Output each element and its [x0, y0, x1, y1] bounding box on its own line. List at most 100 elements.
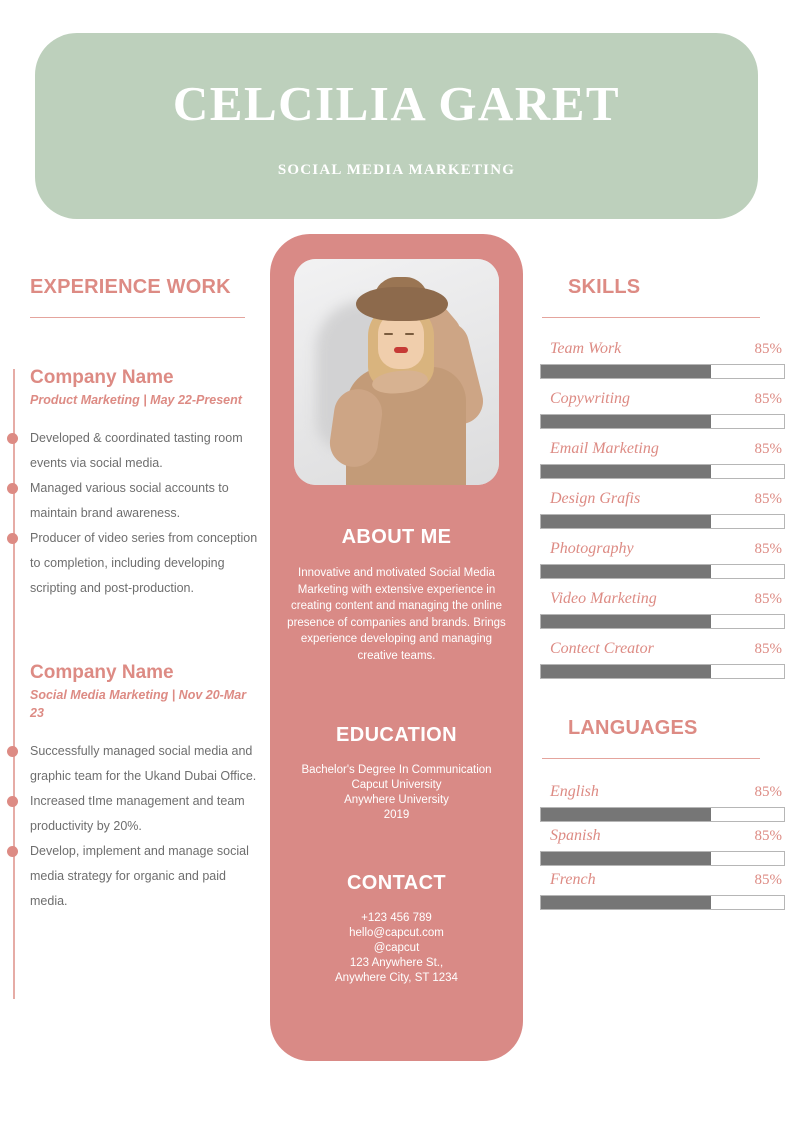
education-line: Capcut University — [351, 779, 442, 791]
bar-header: Design Grafis 85% — [540, 490, 785, 508]
company-name: Company Name — [30, 662, 174, 683]
header-subtitle: SOCIAL MEDIA MARKETING — [277, 162, 516, 178]
skill-item: Email Marketing 85% — [540, 440, 785, 479]
bar-header: Copywriting 85% — [540, 390, 785, 408]
timeline-dot-icon — [7, 533, 18, 544]
experience-list: Company Name Product Marketing | May 22-P… — [0, 366, 260, 914]
skills-list: Team Work 85% Copywriting 85% Email Marketin… — [540, 340, 785, 679]
about-me-title: ABOUT ME — [341, 526, 452, 548]
section-divider — [542, 758, 760, 759]
bar-label: Photography — [550, 540, 634, 557]
photo-hat-brim — [356, 287, 448, 321]
progress-fill — [541, 565, 712, 578]
progress-fill — [541, 665, 712, 678]
bar-header: Email Marketing 85% — [540, 440, 785, 458]
progress-fill — [541, 852, 712, 865]
experience-item: Company Name Product Marketing | May 22-P… — [7, 366, 260, 601]
timeline-dot-icon — [7, 433, 18, 444]
languages-section: LANGUAGES English 85% Spanish 85% French 85% — [540, 717, 785, 910]
timeline-dot-icon — [7, 846, 18, 857]
progress-track — [540, 514, 785, 529]
profile-card: ABOUT ME Innovative and motivated Social… — [270, 234, 523, 1061]
bar-label: Email Marketing — [550, 440, 659, 457]
job-bullet-list: Successfully managed social media and gr… — [7, 739, 260, 914]
job-bullet: Develop, implement and manage social med… — [7, 839, 260, 914]
job-bullet-text: Develop, implement and manage social med… — [30, 844, 249, 908]
progress-track — [540, 807, 785, 822]
progress-fill — [541, 365, 712, 378]
bar-percent: 85% — [754, 872, 783, 888]
progress-track — [540, 614, 785, 629]
progress-fill — [541, 896, 712, 909]
progress-track — [540, 414, 785, 429]
timeline-line — [13, 369, 15, 999]
education-line: Anywhere University — [344, 794, 449, 806]
bar-header: French 85% — [540, 871, 785, 889]
bar-label: French — [550, 871, 596, 888]
bar-header: Team Work 85% — [540, 340, 785, 358]
job-bullet: Developed & coordinated tasting room eve… — [7, 426, 260, 476]
bar-label: English — [550, 783, 599, 800]
bar-label: Video Marketing — [550, 590, 657, 607]
language-item: Spanish 85% — [540, 827, 785, 866]
job-bullet: Successfully managed social media and gr… — [7, 739, 260, 789]
contact-details: +123 456 789 hello@capcut.com @capcut 123 A… — [270, 911, 523, 986]
timeline-dot-icon — [7, 746, 18, 757]
job-bullet-text: Producer of video series from conception… — [30, 531, 258, 595]
skill-item: Team Work 85% — [540, 340, 785, 379]
contact-line: @capcut — [373, 942, 420, 954]
photo-eye-left — [384, 333, 393, 335]
timeline-dot-icon — [7, 483, 18, 494]
section-divider — [30, 317, 245, 318]
skill-item: Copywriting 85% — [540, 390, 785, 429]
header-banner: CELCILIA GARET SOCIAL MEDIA MARKETING — [35, 33, 758, 219]
skill-item: Design Grafis 85% — [540, 490, 785, 529]
progress-fill — [541, 808, 712, 821]
education-line: 2019 — [383, 809, 410, 821]
bar-header: Video Marketing 85% — [540, 590, 785, 608]
skill-item: Contect Creator 85% — [540, 640, 785, 679]
education-title: EDUCATION — [335, 724, 457, 746]
education-section: EDUCATION Bachelor's Degree In Communica… — [270, 724, 523, 823]
contact-line: 123 Anywhere St., — [349, 957, 444, 969]
skill-item: Photography 85% — [540, 540, 785, 579]
bar-label: Design Grafis — [550, 490, 641, 507]
job-bullet-list: Developed & coordinated tasting room eve… — [7, 426, 260, 601]
progress-fill — [541, 415, 712, 428]
about-me-text: Innovative and motivated Social Media Ma… — [287, 567, 506, 662]
skills-section-title: SKILLS — [568, 276, 641, 298]
language-item: English 85% — [540, 783, 785, 822]
bar-label: Copywriting — [550, 390, 631, 407]
skills-column: SKILLS Team Work 85% Copywriting 85% Email M… — [540, 276, 785, 915]
section-divider — [542, 317, 760, 318]
contact-line: +123 456 789 — [361, 912, 432, 924]
photo-eye-right — [405, 333, 414, 335]
education-details: Bachelor's Degree In Communication Capcut… — [270, 763, 523, 823]
bar-percent: 85% — [754, 441, 783, 457]
bar-percent: 85% — [754, 591, 783, 607]
languages-section-title: LANGUAGES — [568, 717, 698, 739]
job-bullet-text: Increased tIme management and team produ… — [30, 794, 245, 833]
job-bullet-text: Successfully managed social media and gr… — [30, 744, 257, 783]
bar-header: Photography 85% — [540, 540, 785, 558]
bar-percent: 85% — [754, 784, 783, 800]
avatar — [294, 259, 499, 485]
bar-header: English 85% — [540, 783, 785, 801]
progress-track — [540, 664, 785, 679]
bar-percent: 85% — [754, 828, 783, 844]
contact-line: hello@capcut.com — [349, 927, 444, 939]
contact-section: CONTACT +123 456 789 hello@capcut.com @cap… — [270, 872, 523, 986]
job-bullet: Increased tIme management and team produ… — [7, 789, 260, 839]
bar-label: Contect Creator — [550, 640, 654, 657]
bar-percent: 85% — [754, 391, 783, 407]
job-bullet: Managed various social accounts to maint… — [7, 476, 260, 526]
experience-column: EXPERIENCE WORK Company Name Product Mark… — [0, 276, 260, 999]
bar-label: Spanish — [550, 827, 601, 844]
progress-track — [540, 895, 785, 910]
skill-item: Video Marketing 85% — [540, 590, 785, 629]
education-line: Bachelor's Degree In Communication — [301, 764, 492, 776]
progress-track — [540, 851, 785, 866]
job-bullet: Producer of video series from conception… — [7, 526, 260, 601]
experience-section-title: EXPERIENCE WORK — [30, 276, 231, 298]
progress-fill — [541, 615, 712, 628]
